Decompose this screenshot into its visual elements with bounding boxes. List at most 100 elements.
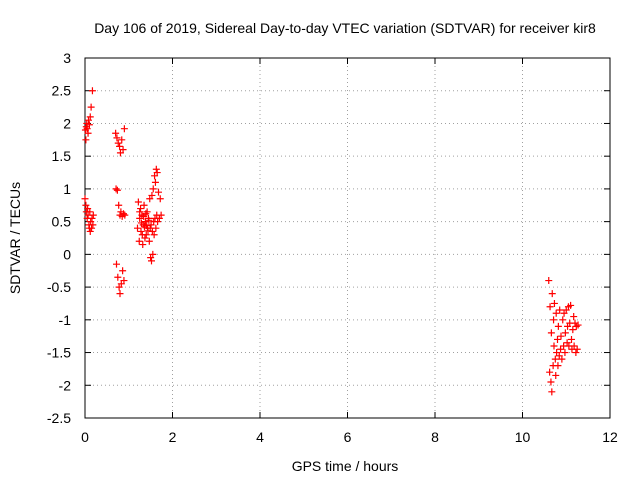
data-point	[567, 301, 575, 309]
data-points	[81, 87, 582, 396]
x-tick-label: 6	[344, 429, 352, 445]
data-point	[114, 273, 122, 281]
data-point	[151, 178, 159, 186]
data-point	[89, 211, 97, 219]
data-point	[88, 214, 96, 222]
data-point	[81, 195, 89, 203]
data-point	[139, 241, 147, 249]
data-point	[118, 136, 126, 144]
data-point	[116, 290, 124, 298]
data-point	[550, 342, 558, 350]
data-point	[559, 316, 567, 324]
data-point	[554, 362, 562, 370]
data-point	[554, 335, 561, 343]
data-point	[556, 306, 564, 314]
data-point	[137, 205, 145, 213]
data-point	[145, 216, 153, 224]
x-tick-label: 12	[602, 429, 618, 445]
data-point	[546, 303, 554, 311]
x-axis-label: GPS time / hours	[292, 458, 399, 474]
data-point	[113, 186, 121, 194]
data-point	[82, 201, 90, 209]
y-tick-label: 2.5	[52, 83, 72, 99]
data-point	[572, 349, 580, 357]
chart-title: Day 106 of 2019, Sidereal Day-to-day VTE…	[94, 20, 596, 36]
data-point	[554, 322, 562, 330]
y-tick-label: 2	[63, 115, 71, 131]
data-point	[568, 335, 575, 343]
data-point	[552, 309, 560, 317]
data-point	[142, 210, 150, 218]
axis-ticks: 0 2 4 6 8 10 12 -2.5 -2 -1.5 -1 -0.5 0 0.5 1 1.5 2 2.5 3	[47, 50, 618, 445]
y-tick-label: -1	[59, 312, 72, 328]
data-point	[116, 142, 124, 150]
x-tick-label: 10	[515, 429, 531, 445]
x-tick-label: 2	[169, 429, 177, 445]
data-point	[137, 219, 145, 227]
data-point	[83, 125, 91, 133]
y-tick-label: 0	[63, 246, 71, 262]
y-tick-label: 1.5	[52, 148, 72, 164]
data-point	[156, 195, 164, 203]
data-point	[558, 355, 566, 363]
data-point	[551, 355, 559, 363]
y-tick-label: -2	[59, 377, 72, 393]
y-tick-label: -0.5	[47, 279, 71, 295]
data-point	[569, 326, 577, 334]
data-point	[140, 201, 148, 209]
data-point	[120, 277, 128, 285]
data-point	[145, 237, 153, 245]
data-point	[561, 329, 569, 337]
data-point	[86, 227, 94, 235]
data-point	[134, 224, 141, 232]
data-point	[146, 224, 154, 232]
data-point	[88, 224, 96, 232]
data-point	[573, 345, 581, 353]
x-tick-label: 0	[81, 429, 89, 445]
data-point	[113, 134, 121, 142]
data-point	[548, 290, 556, 298]
data-point	[82, 136, 90, 144]
data-point	[153, 169, 161, 177]
data-point	[134, 198, 142, 206]
data-point	[115, 201, 123, 209]
data-point	[86, 113, 94, 121]
data-point	[89, 221, 97, 229]
data-point	[150, 231, 158, 239]
data-point	[113, 260, 120, 268]
data-point	[557, 332, 565, 340]
data-point	[137, 227, 145, 235]
y-axis-label: SDTVAR / TECUs	[7, 182, 23, 294]
data-point	[86, 208, 94, 216]
x-tick-label: 8	[431, 429, 439, 445]
data-point	[547, 378, 555, 386]
data-point	[148, 257, 155, 265]
data-point	[114, 139, 122, 147]
data-point	[155, 188, 162, 196]
data-point	[570, 313, 578, 321]
data-point	[119, 146, 127, 154]
data-point	[149, 185, 157, 193]
data-point	[120, 125, 128, 133]
data-point	[152, 165, 160, 173]
data-point	[112, 129, 120, 137]
data-point	[136, 208, 144, 216]
data-point	[550, 316, 558, 324]
data-point	[550, 299, 558, 307]
data-point	[572, 322, 580, 330]
data-point	[149, 250, 157, 258]
data-point	[547, 329, 555, 337]
y-tick-label: -1.5	[47, 345, 71, 361]
data-point	[119, 267, 127, 275]
y-tick-label: 0.5	[52, 214, 72, 230]
grid	[85, 58, 610, 418]
data-point	[135, 237, 143, 245]
y-tick-label: 1	[63, 181, 71, 197]
data-point	[141, 218, 149, 226]
data-point	[88, 87, 96, 95]
y-tick-label: -2.5	[47, 410, 71, 426]
data-point	[563, 339, 571, 347]
data-point	[546, 368, 554, 376]
data-point	[548, 388, 556, 396]
